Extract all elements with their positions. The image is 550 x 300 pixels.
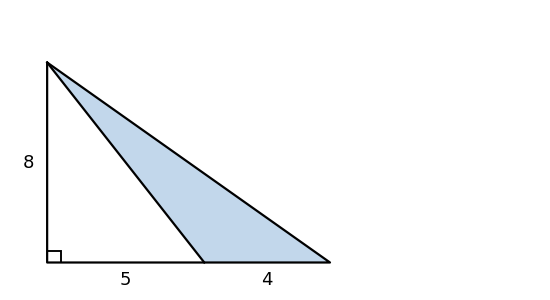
Text: 5: 5 [120, 271, 131, 289]
Text: 4: 4 [261, 271, 273, 289]
Polygon shape [47, 62, 330, 262]
Text: 8: 8 [23, 154, 34, 172]
